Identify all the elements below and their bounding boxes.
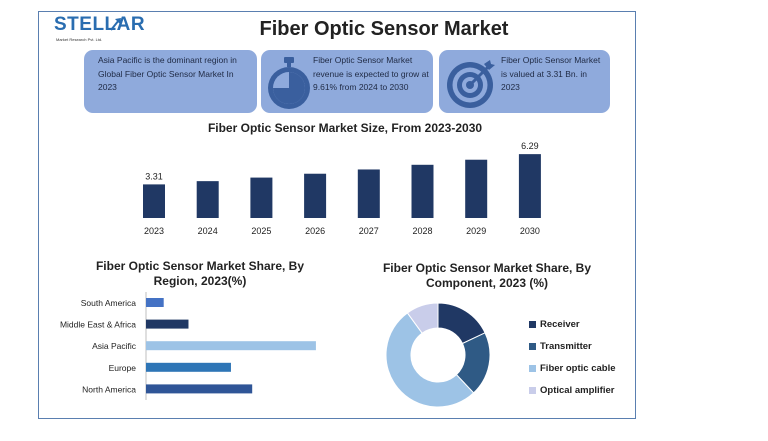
- bar-2029: [465, 159, 488, 218]
- logo-subtitle: Market Research Pvt. Ltd.: [56, 37, 103, 42]
- info-card-region: Asia Pacific is the dominant region in G…: [84, 50, 257, 113]
- info-card-text: Asia Pacific is the dominant region in G…: [98, 55, 237, 92]
- y-tick-label: North America: [82, 384, 136, 394]
- x-tick-label: 2030: [520, 226, 540, 236]
- stopwatch-icon: [268, 57, 310, 109]
- bar-2023: [143, 184, 165, 218]
- x-tick-label: 2029: [466, 226, 486, 236]
- legend-item: Transmitter: [529, 335, 616, 357]
- legend-swatch: [529, 320, 536, 328]
- bar-2024: [196, 181, 219, 218]
- region-chart-title: Fiber Optic Sensor Market Share, By Regi…: [95, 259, 305, 288]
- donut-slice: [406, 302, 439, 334]
- info-card-value: Fiber Optic Sensor Market is valued at 3…: [439, 50, 610, 113]
- region-bar-chart: South America Middle East & Africa Asia Pa…: [60, 292, 316, 400]
- data-label: 3.31: [145, 171, 163, 181]
- info-card-growth: Fiber Optic Sensor Market revenue is exp…: [261, 50, 433, 113]
- x-tick-label: 2023: [144, 226, 164, 236]
- legend-swatch: [529, 364, 536, 372]
- company-logo: STELLAR Market Research Pvt. Ltd.: [54, 14, 145, 48]
- legend-swatch: [529, 342, 536, 350]
- x-tick-label: 2028: [412, 226, 432, 236]
- legend-label: Transmitter: [540, 340, 592, 352]
- bar-2025: [250, 177, 273, 218]
- donut-slice: [385, 312, 475, 408]
- logo-wordmark: STELLAR: [54, 14, 146, 35]
- market-size-chart-title: Fiber Optic Sensor Market Size, From 202…: [207, 121, 483, 135]
- info-card-text: Fiber Optic Sensor Market revenue is exp…: [313, 55, 429, 92]
- component-legend: Receiver Transmitter Fiber optic cable Opti…: [529, 313, 616, 401]
- page-title: Fiber Optic Sensor Market: [259, 18, 509, 40]
- target-icon: [447, 60, 495, 108]
- bar-2027: [357, 169, 380, 218]
- region-bar: [146, 384, 253, 394]
- y-tick-label: Asia Pacific: [92, 341, 137, 351]
- legend-label: Fiber optic cable: [540, 362, 616, 374]
- x-tick-label: 2027: [359, 226, 379, 236]
- info-card-text: Fiber Optic Sensor Market is valued at 3…: [501, 55, 601, 92]
- region-bar: [146, 341, 316, 351]
- legend-item: Receiver: [529, 313, 616, 335]
- legend-item: Optical amplifier: [529, 379, 616, 401]
- region-bar: [146, 362, 231, 372]
- component-donut-chart: [385, 302, 491, 408]
- legend-item: Fiber optic cable: [529, 357, 616, 379]
- data-label: 6.29: [521, 141, 539, 151]
- x-tick-label: 2024: [198, 226, 218, 236]
- bar-2028: [411, 164, 434, 218]
- legend-label: Optical amplifier: [540, 384, 615, 396]
- bar-2026: [304, 173, 327, 218]
- legend-swatch: [529, 386, 536, 394]
- y-tick-label: Middle East & Africa: [60, 320, 136, 330]
- y-tick-label: South America: [81, 298, 137, 308]
- x-tick-label: 2026: [305, 226, 325, 236]
- market-size-bar-chart: 2023 3.31 2024 2025 2026 2027 2028 2029 2030 6.29: [143, 141, 541, 236]
- x-tick-label: 2025: [251, 226, 271, 236]
- y-tick-label: Europe: [109, 363, 137, 373]
- region-bar: [146, 319, 189, 329]
- bar-2030: [518, 154, 541, 218]
- legend-label: Receiver: [540, 318, 580, 330]
- logo-arrow-icon: [110, 18, 121, 31]
- region-bar: [146, 298, 164, 307]
- component-chart-title: Fiber Optic Sensor Market Share, By Comp…: [382, 261, 592, 290]
